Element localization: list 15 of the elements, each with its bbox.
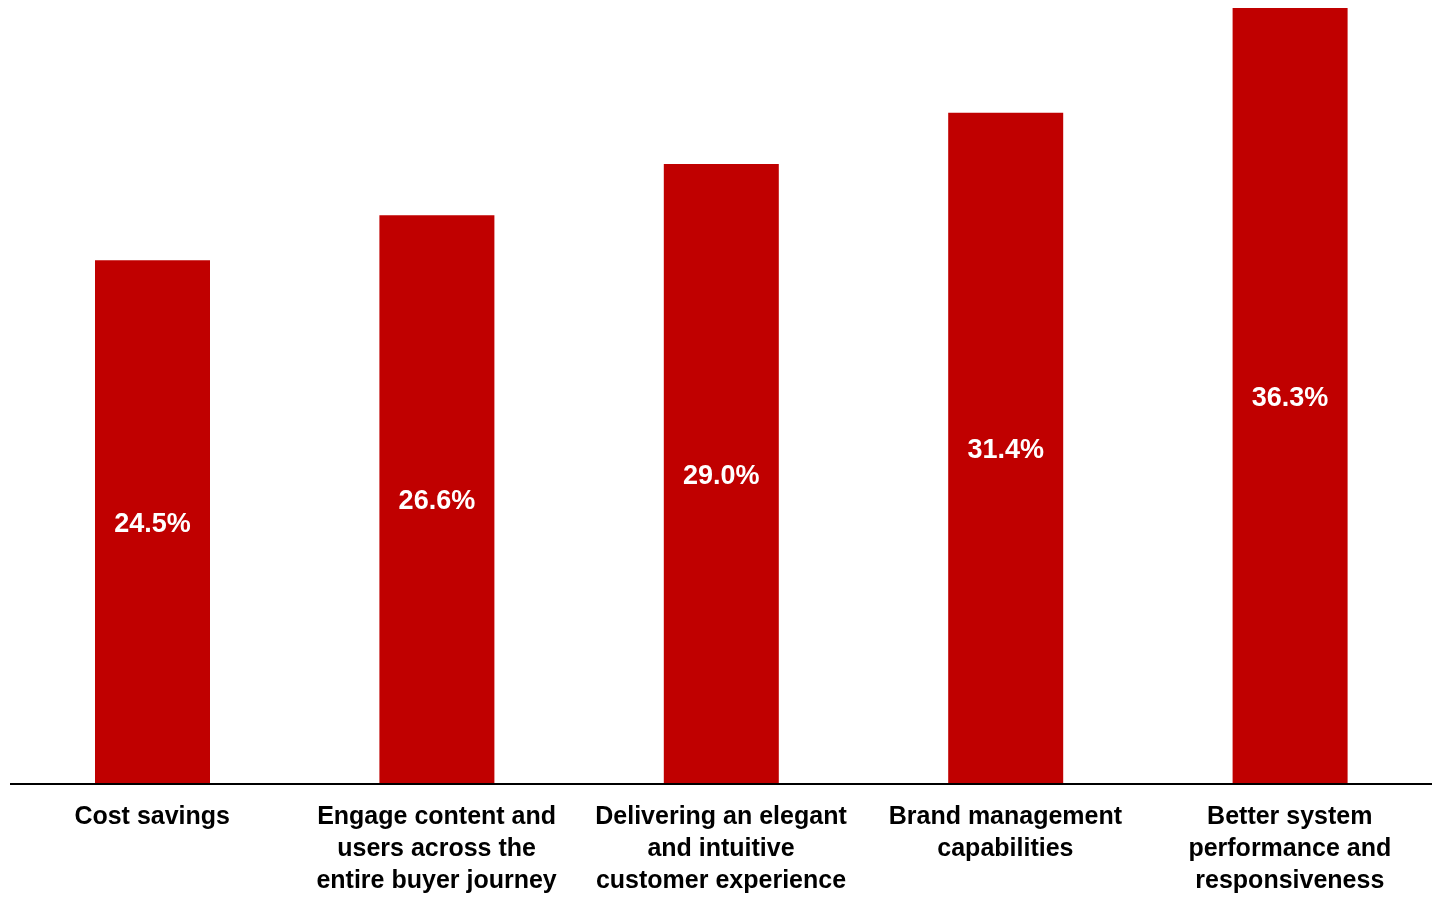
bar	[95, 260, 210, 784]
data-label: 29.0%	[683, 459, 760, 490]
data-label: 31.4%	[967, 433, 1044, 464]
bar	[948, 112, 1064, 784]
x-tick-label: Engage content and users across the entire buyer journey	[316, 801, 557, 893]
data-label: 24.5%	[114, 507, 191, 538]
x-tick-label: Better system performance and responsiveness	[1188, 801, 1392, 893]
x-tick-label: Cost savings	[74, 801, 230, 829]
bar	[663, 164, 779, 784]
bar	[379, 215, 495, 784]
bar	[1232, 8, 1348, 784]
data-label: 26.6%	[398, 485, 476, 516]
x-tick-label: Brand management capabilities	[888, 801, 1123, 861]
x-tick-label: Delivering an elegant and intuitive customer experience	[595, 801, 848, 893]
data-label: 36.3%	[1251, 381, 1329, 412]
